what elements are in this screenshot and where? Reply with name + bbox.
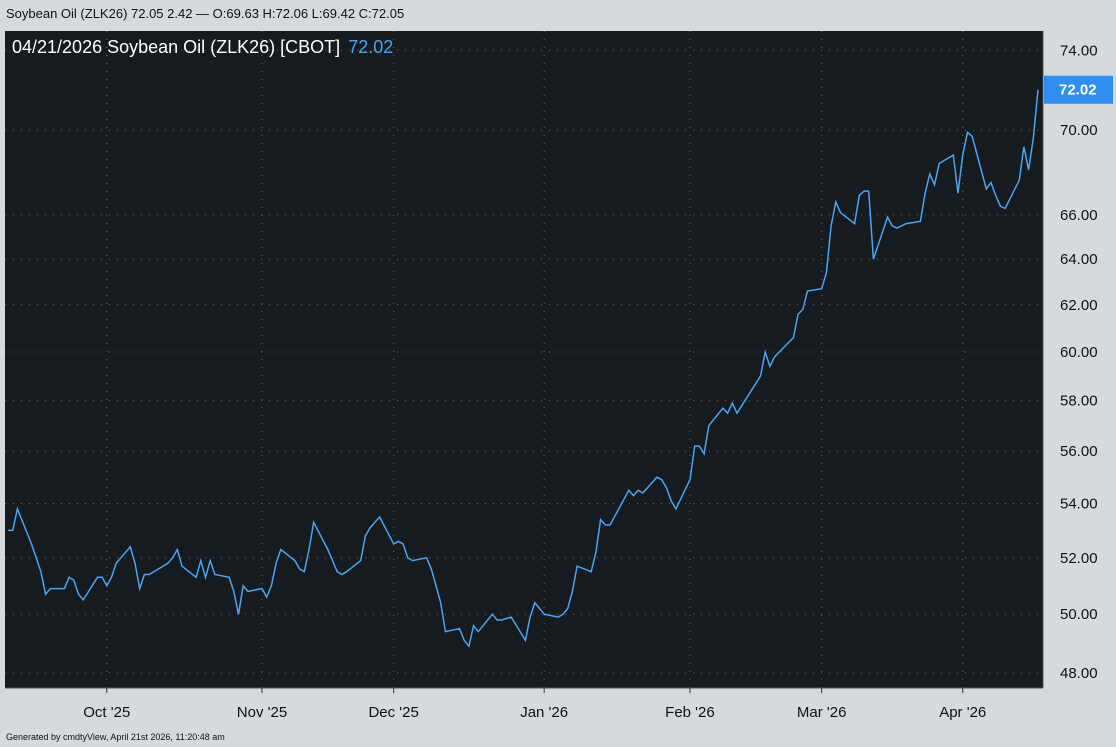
last-price-badge: 72.02 — [1044, 75, 1113, 104]
footer: Generated by cmdtyView, April 21st 2026,… — [0, 729, 1116, 747]
y-tick-label: 54.00 — [1060, 496, 1098, 513]
ohlc-readout: Soybean Oil (ZLK26) 72.05 2.42 — O:69.63… — [6, 6, 405, 21]
y-tick-label: 58.00 — [1060, 393, 1098, 410]
generated-timestamp: Generated by cmdtyView, April 21st 2026,… — [6, 732, 225, 742]
y-tick-label: 66.00 — [1060, 207, 1098, 224]
y-tick-label: 70.00 — [1060, 122, 1098, 139]
x-tick-label: Oct '25 — [83, 704, 130, 721]
y-axis: 74.00 70.00 66.00 64.00 62.00 60.00 58.00 56.00… — [1060, 42, 1098, 682]
chart-title-value: 72.02 — [348, 37, 393, 57]
plot-area[interactable] — [5, 31, 1043, 688]
chart-title: 04/21/2026 Soybean Oil (ZLK26) [CBOT] — [12, 37, 340, 57]
x-tick-label: Mar '26 — [797, 704, 847, 721]
y-tick-label: 56.00 — [1060, 443, 1098, 460]
y-tick-label: 52.00 — [1060, 550, 1098, 567]
y-tick-label: 60.00 — [1060, 344, 1098, 361]
last-price-label: 72.02 — [1059, 82, 1097, 99]
y-tick-label: 62.00 — [1060, 297, 1098, 314]
x-axis: Oct '25 Nov '25 Dec '25 Jan '26 Feb '26 Mar '… — [83, 688, 986, 721]
price-series-line — [8, 89, 1039, 648]
x-tick-label: Feb '26 — [665, 704, 715, 721]
y-tick-label: 48.00 — [1060, 665, 1098, 682]
ohlc-header: Soybean Oil (ZLK26) 72.05 2.42 — O:69.63… — [0, 0, 1116, 28]
x-tick-label: Apr '26 — [939, 704, 986, 721]
last-price-badge-bg — [1044, 75, 1113, 104]
x-tick-label: Dec '25 — [368, 704, 418, 721]
y-tick-label: 64.00 — [1060, 251, 1098, 268]
x-tick-label: Jan '26 — [520, 704, 568, 721]
x-tick-label: Nov '25 — [237, 704, 287, 721]
x-gridlines — [106, 31, 964, 688]
price-chart[interactable]: 74.00 70.00 66.00 64.00 62.00 60.00 58.00 56.00… — [0, 28, 1116, 729]
y-tick-label: 74.00 — [1060, 42, 1098, 59]
y-tick-label: 50.00 — [1060, 606, 1098, 623]
